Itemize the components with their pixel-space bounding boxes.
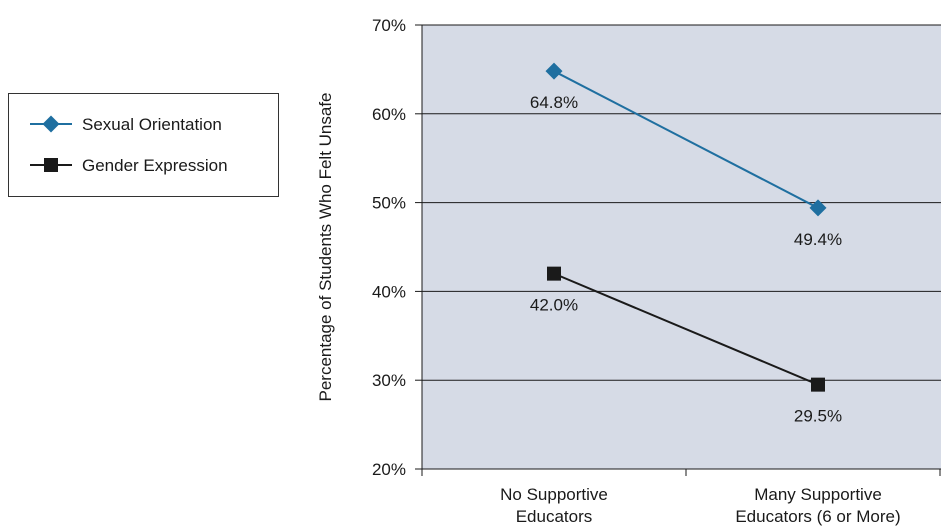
legend-label: Gender Expression bbox=[82, 156, 228, 175]
legend-diamond-icon bbox=[42, 115, 60, 133]
x-category-label: Many Supportive Educators (6 or More) bbox=[735, 485, 900, 526]
data-label: 64.8% bbox=[530, 93, 578, 112]
legend-box bbox=[8, 93, 279, 197]
data-label: 49.4% bbox=[794, 230, 842, 249]
y-tick-label: 50% bbox=[372, 194, 406, 213]
x-axis-ticks: No Supportive Educators Many Supportive Edu… bbox=[421, 469, 941, 526]
data-label: 42.0% bbox=[530, 296, 578, 315]
square-marker bbox=[547, 266, 561, 281]
gridlines bbox=[422, 24, 941, 381]
diamond-marker bbox=[809, 199, 827, 217]
y-tick-label: 60% bbox=[372, 105, 406, 124]
y-tick-label: 30% bbox=[372, 371, 406, 390]
plot-area bbox=[422, 25, 941, 469]
y-axis-label: Percentage of Students Who Felt Unsafe bbox=[316, 92, 335, 401]
x-category-label-line: No Supportive bbox=[500, 485, 608, 504]
x-category-label-line: Many Supportive bbox=[754, 485, 882, 504]
series-line bbox=[553, 272, 819, 386]
series-line bbox=[553, 70, 819, 209]
diamond-marker bbox=[545, 62, 563, 80]
legend-item: Sexual Orientation bbox=[30, 115, 222, 134]
y-tick-label: 20% bbox=[372, 460, 406, 479]
series-sexual-orientation: 64.8% 49.4% bbox=[530, 62, 842, 249]
x-category-label: No Supportive Educators bbox=[500, 485, 608, 526]
x-category-label-line: Educators bbox=[516, 507, 593, 526]
series-layer: 64.8% 49.4% 42.0% 29.5% bbox=[530, 62, 842, 426]
legend-item: Gender Expression bbox=[30, 156, 228, 175]
y-axis-ticks: 20% 30% 40% 50% 60% 70% bbox=[372, 16, 422, 479]
y-tick-label: 40% bbox=[372, 282, 406, 301]
legend-label: Sexual Orientation bbox=[82, 115, 222, 134]
data-label: 29.5% bbox=[794, 407, 842, 426]
axes bbox=[421, 25, 941, 470]
legend-square-icon bbox=[44, 158, 58, 172]
square-marker bbox=[811, 377, 825, 392]
series-gender-expression: 42.0% 29.5% bbox=[530, 266, 842, 426]
legend: Sexual Orientation Gender Expression bbox=[8, 93, 279, 197]
y-tick-label: 70% bbox=[372, 16, 406, 35]
x-category-label-line: Educators (6 or More) bbox=[735, 507, 900, 526]
